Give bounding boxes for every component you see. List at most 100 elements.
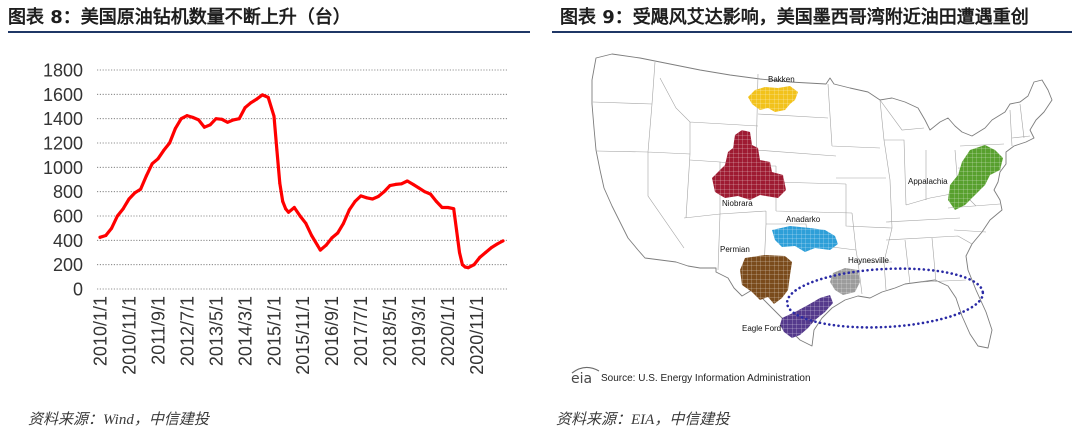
data-point bbox=[417, 186, 421, 190]
data-point bbox=[231, 118, 235, 122]
y-tick-label: 1400 bbox=[43, 109, 83, 129]
rig-count-line-chart: 0 200 400 600 800 1000 1200 1400 1600 1800 2010/1… bbox=[43, 61, 508, 375]
data-point bbox=[121, 207, 125, 211]
data-point bbox=[478, 255, 482, 259]
data-point bbox=[434, 199, 438, 203]
data-point bbox=[388, 184, 392, 188]
data-point bbox=[278, 181, 282, 185]
label-niobrara: Niobrara bbox=[722, 199, 753, 208]
data-point bbox=[304, 221, 308, 225]
data-point bbox=[156, 157, 160, 161]
data-point bbox=[110, 226, 114, 230]
y-tick-label: 600 bbox=[53, 207, 83, 227]
figure-9-title: 图表 9：受飓风艾达影响，美国墨西哥湾附近油田遭遇重创 bbox=[560, 7, 1029, 28]
title-rule-left bbox=[8, 31, 530, 33]
y-tick-label: 0 bbox=[73, 280, 83, 300]
series-group bbox=[98, 93, 505, 270]
data-point bbox=[139, 187, 143, 191]
x-tick-label: 2016/9/1 bbox=[322, 296, 342, 366]
data-point bbox=[324, 243, 328, 247]
data-point bbox=[226, 120, 230, 124]
series-line bbox=[98, 93, 505, 270]
data-point bbox=[266, 95, 270, 99]
data-point bbox=[495, 242, 499, 246]
data-point bbox=[260, 93, 264, 97]
data-point bbox=[429, 192, 432, 196]
data-point bbox=[440, 206, 444, 209]
y-axis-labels: 0 200 400 600 800 1000 1200 1400 1600 1800 bbox=[43, 61, 83, 300]
data-point bbox=[423, 190, 427, 194]
data-point bbox=[168, 141, 172, 145]
data-point bbox=[458, 251, 461, 254]
x-tick-label: 2015/1/1 bbox=[264, 296, 284, 366]
data-point bbox=[336, 231, 340, 235]
data-point bbox=[460, 263, 464, 267]
data-point bbox=[298, 214, 302, 218]
data-point bbox=[220, 117, 224, 121]
data-point bbox=[243, 106, 247, 110]
label-bakken: Bakken bbox=[768, 75, 795, 84]
data-point bbox=[382, 190, 386, 194]
data-point bbox=[371, 197, 374, 201]
map-source-text: Source: U.S. Energy Information Administ… bbox=[601, 373, 811, 384]
data-point bbox=[272, 114, 276, 118]
data-point bbox=[342, 221, 345, 225]
figure-9-source: 资料来源：EIA，中信建投 bbox=[556, 412, 730, 428]
label-permian: Permian bbox=[720, 245, 750, 254]
label-eagle-ford: Eagle Ford bbox=[742, 324, 781, 333]
data-point bbox=[463, 265, 467, 269]
data-point bbox=[133, 191, 137, 195]
data-point bbox=[466, 266, 470, 270]
data-point bbox=[359, 194, 363, 198]
x-tick-label: 2018/5/1 bbox=[380, 296, 400, 366]
data-point bbox=[292, 206, 296, 209]
data-point bbox=[501, 239, 505, 243]
x-tick-label: 2010/1/1 bbox=[90, 296, 110, 366]
data-point bbox=[275, 148, 279, 152]
data-point bbox=[472, 263, 476, 267]
data-point bbox=[405, 179, 409, 183]
data-point bbox=[98, 235, 102, 239]
data-point bbox=[197, 118, 201, 122]
x-axis-labels: 2010/1/1 2010/11/1 2011/9/1 2012/7/1 2013/5/… bbox=[90, 296, 487, 375]
us-oil-fields-map: Bakken Niobrara Anadarko Permian Haynesv… bbox=[571, 53, 1053, 387]
data-point bbox=[400, 182, 403, 186]
data-point bbox=[173, 126, 177, 130]
y-tick-label: 800 bbox=[53, 182, 83, 202]
x-tick-label: 2020/11/1 bbox=[467, 296, 487, 375]
title-rule-right bbox=[552, 31, 1072, 33]
x-tick-label: 2017/7/1 bbox=[351, 296, 371, 366]
x-tick-label: 2011/9/1 bbox=[148, 296, 168, 365]
data-point bbox=[127, 197, 131, 201]
data-point bbox=[214, 117, 218, 121]
grid-lines bbox=[97, 69, 508, 290]
y-tick-label: 1600 bbox=[43, 85, 83, 105]
data-point bbox=[115, 214, 119, 218]
data-point bbox=[144, 174, 148, 178]
data-point bbox=[287, 210, 290, 214]
data-point bbox=[179, 117, 183, 121]
label-appalachia: Appalachia bbox=[908, 177, 948, 186]
data-point bbox=[162, 148, 166, 152]
data-point bbox=[249, 101, 253, 105]
data-point bbox=[489, 246, 493, 250]
data-point bbox=[202, 125, 206, 129]
data-point bbox=[185, 114, 189, 118]
data-point bbox=[455, 229, 459, 233]
figure-8-title: 图表 8：美国原油钻机数量不断上升（台） bbox=[8, 7, 351, 28]
data-point bbox=[452, 207, 456, 211]
x-tick-label: 2012/7/1 bbox=[177, 296, 197, 366]
data-point bbox=[394, 182, 398, 186]
data-point bbox=[281, 199, 285, 203]
data-point bbox=[315, 243, 319, 247]
data-point bbox=[191, 115, 195, 119]
x-tick-label: 2013/5/1 bbox=[206, 296, 226, 366]
eia-logo: eia bbox=[571, 371, 592, 387]
y-tick-label: 1800 bbox=[43, 61, 83, 81]
gulf-coast-highlight-ellipse bbox=[785, 267, 985, 329]
data-point bbox=[347, 208, 351, 212]
y-tick-label: 1000 bbox=[43, 158, 83, 178]
label-anadarko: Anadarko bbox=[786, 215, 821, 224]
data-point bbox=[376, 195, 380, 198]
data-point bbox=[237, 117, 241, 121]
